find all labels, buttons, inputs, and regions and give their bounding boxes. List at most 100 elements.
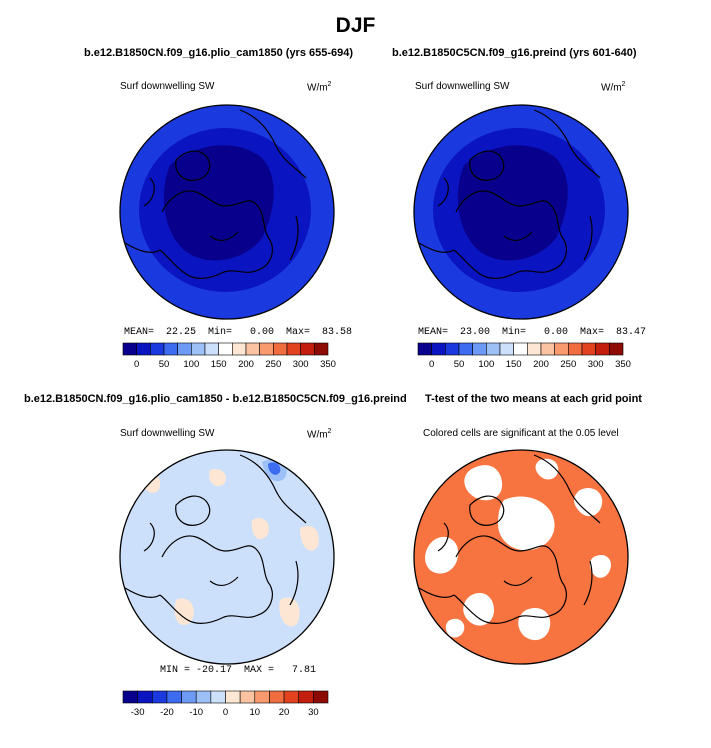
panel1-stats: MEAN= 22.25 Min= 0.00 Max= 83.58 [124,327,353,338]
panel3-field-pos-5 [279,597,300,627]
panel2-colorbar-swatch [445,342,460,356]
panel3-colorbar-swatch [313,690,329,704]
panel2-colorbar-swatch [458,342,473,356]
panel3-colorbar-tick-label: 20 [279,707,290,718]
panel3-field-neg-2 [268,462,281,475]
figure-title: DJF [335,14,376,37]
panel1-field-core [163,145,274,261]
panel1-units-text: W/m [307,82,328,94]
panel3-colorbar-swatch [122,690,138,704]
panel3-colorbar-swatch [225,690,241,704]
panel2-colorbar-swatch [581,342,596,356]
panel1-colorbar-tick-label: 300 [293,359,309,370]
panel2-variable: Surf downwelling SW [415,81,510,92]
panel2-colorbar-swatch [595,342,610,356]
panel2-colorbar-swatch [472,342,487,356]
panel4-subtitle: Colored cells are significant at the 0.0… [423,428,619,439]
panel4-map [413,449,629,665]
panel1-coastlines [120,109,307,280]
panel3-coastlines [120,454,307,625]
panel2-colorbar-swatch [568,342,583,356]
panel2-colorbar-swatch [540,342,555,356]
panel2-colorbar-swatch [513,342,528,356]
panel1-colorbar-swatch [300,342,315,356]
panel2-colorbar-swatch [609,342,624,356]
panel2-colorbar-tick-label: 50 [454,359,465,370]
panel2-colorbar-tick-label: 200 [533,359,549,370]
panel2-units-text: W/m [601,82,622,94]
panel3-colorbar-swatch [269,690,285,704]
panel4-coastlines [414,454,601,625]
panel1-map-border [119,104,335,320]
panel3-colorbar-tick-label: 0 [223,707,228,718]
panel1-colorbar-swatch [150,342,165,356]
panel2-field-core [457,145,568,261]
panel3-units: W/m2 [307,428,331,440]
panel4-header: T-test of the two means at each grid poi… [425,393,642,405]
panel2-map-border [413,104,629,320]
panel3-field-pos-2 [251,517,269,540]
panel1-colorbar-swatch [245,342,260,356]
panel2-colorbar-swatch [527,342,542,356]
panel3-colorbar-tick-label: -30 [131,707,145,718]
panel2-header: b.e12.B1850C5CN.f09_g16.preind (yrs 601-… [392,47,637,59]
panel3-colorbar-swatch [151,690,168,704]
panel1-colorbar-swatch [218,342,233,356]
panel1-colorbar: 0 50 100 150 200 250 300 350 [122,342,336,370]
panel1-map [119,104,335,320]
panel2-colorbar-tick-label: 0 [429,359,434,370]
panel1-colorbar-swatch [314,342,329,356]
panel2-colorbar-swatch [499,342,514,356]
panel3-field-pos-3 [300,526,319,551]
panel1-colorbar-tick-label: 250 [265,359,281,370]
panel2-units: W/m2 [601,81,625,93]
panel1-colorbar-swatch [286,342,301,356]
panel2-colorbar-swatch [417,342,432,356]
panel3-colorbar-swatch [254,690,270,704]
panel1-units: W/m2 [307,81,331,93]
panel1-colorbar-swatch [232,342,247,356]
panel2-map [413,104,629,320]
panel2-colorbar-tick-label: 100 [478,359,494,370]
panel3-variable: Surf downwelling SW [120,428,215,439]
panel3-units-sup: 2 [327,428,332,435]
panel2-colorbar-swatch [431,342,446,356]
panel3-colorbar-swatch [283,690,300,704]
panel1-colorbar-tick-label: 150 [211,359,227,370]
panel3-colorbar-tick-label: -10 [189,707,203,718]
panel2-units-sup: 2 [621,81,626,88]
panel3-colorbar-swatch [239,690,256,704]
panel4-map-border [413,449,629,665]
panel3-map [119,449,335,665]
panel3-colorbar: -30 -20 -10 0 10 20 30 [122,690,329,718]
panel3-colorbar-swatch [181,690,197,704]
panel4-nonsignificant-cells [425,458,612,641]
panel1-colorbar-swatch [273,342,288,356]
panel3-header: b.e12.B1850CN.f09_g16.plio_cam1850 - b.e… [24,393,407,405]
panel2-colorbar-tick-label: 150 [506,359,522,370]
panel1-colorbar-swatch [136,342,151,356]
panel3-map-border [119,449,335,665]
panel2-colorbar-tick-label: 250 [560,359,576,370]
panel1-colorbar-tick-label: 350 [320,359,336,370]
panel1-colorbar-swatch [259,342,274,356]
panel1-header: b.e12.B1850CN.f09_g16.plio_cam1850 (yrs … [84,47,354,59]
panel1-colorbar-tick-label: 100 [183,359,199,370]
panel1-variable: Surf downwelling SW [120,81,215,92]
panel3-stats: MIN = -20.17 MAX = 7.81 [160,665,317,676]
panel2-colorbar-swatch [554,342,569,356]
panel3-colorbar-swatch [195,690,212,704]
panel3-colorbar-tick-label: 30 [308,707,319,718]
panel2-colorbar-tick-label: 300 [588,359,604,370]
panel3-field-pos-6 [209,469,227,487]
panel2-stats: MEAN= 23.00 Min= 0.00 Max= 83.47 [418,327,647,338]
panel3-colorbar-swatch [166,690,182,704]
panel3-colorbar-swatch [137,690,153,704]
panel3-field-pos-4 [174,598,194,626]
panel2-colorbar: 0 50 100 150 200 250 300 350 [417,342,631,370]
panel1-colorbar-swatch [163,342,178,356]
panel1-colorbar-swatch [122,342,137,356]
panel1-colorbar-tick-label: 0 [134,359,139,370]
panel2-colorbar-tick-label: 350 [615,359,631,370]
